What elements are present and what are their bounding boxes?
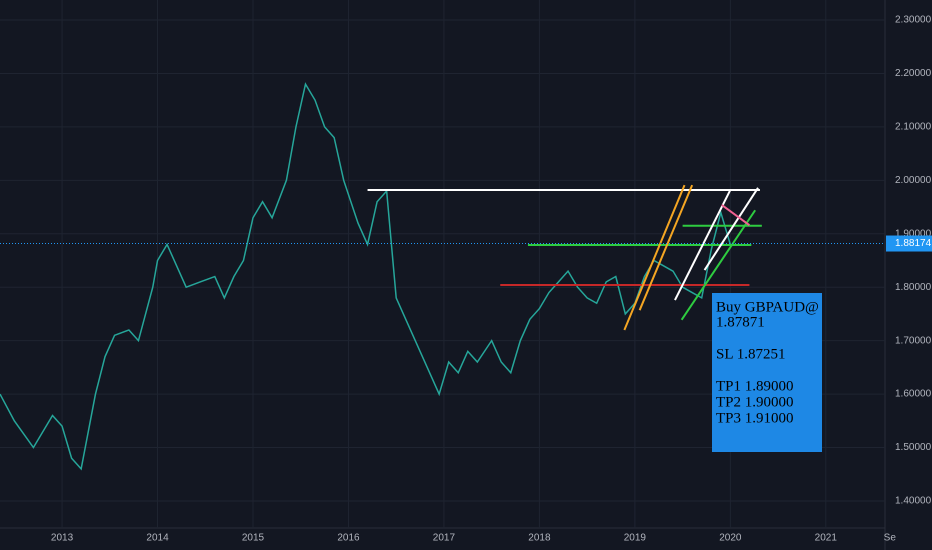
note-line: TP2 1.90000: [716, 394, 794, 410]
x-tick-label: 2020: [719, 533, 742, 544]
last-price-box: [886, 235, 932, 252]
y-tick-label: 2.20000: [895, 68, 932, 79]
drawing-line: [680, 209, 756, 321]
x-tick-label: 2015: [242, 533, 265, 544]
y-tick-label: 1.80000: [895, 282, 932, 293]
y-tick-label: 1.70000: [895, 335, 932, 346]
last-price-label: 1.88174: [895, 238, 932, 249]
note-line: SL 1.87251: [716, 346, 785, 362]
x-tick-label: 2021: [815, 533, 838, 544]
drawing-line: [638, 184, 694, 311]
note-line: Buy GBPAUD@: [716, 299, 819, 315]
note-box: [712, 293, 822, 452]
drawing-line: [674, 189, 732, 301]
note-line: 1.87871: [716, 314, 765, 330]
drawing-line: [721, 204, 751, 227]
y-tick-label: 1.60000: [895, 389, 932, 400]
x-tick-label: 2019: [624, 533, 647, 544]
note-line: TP3 1.91000: [716, 410, 794, 426]
drawing-line: [703, 187, 759, 271]
x-tick-label: 2014: [146, 533, 169, 544]
x-tick-label: Se: [884, 533, 897, 544]
price-line: [0, 82, 732, 471]
y-tick-label: 1.50000: [895, 442, 932, 453]
y-tick-label: 2.00000: [895, 175, 932, 186]
x-tick-label: 2013: [51, 533, 74, 544]
x-tick-label: 2016: [337, 533, 360, 544]
x-tick-label: 2017: [433, 533, 456, 544]
y-tick-label: 2.30000: [895, 15, 932, 26]
y-tick-label: 1.40000: [895, 496, 932, 507]
drawing-line: [623, 184, 686, 331]
y-tick-label: 2.10000: [895, 122, 932, 133]
y-tick-label: 1.90000: [895, 228, 932, 239]
x-tick-label: 2018: [528, 533, 551, 544]
note-line: TP1 1.89000: [716, 378, 794, 394]
